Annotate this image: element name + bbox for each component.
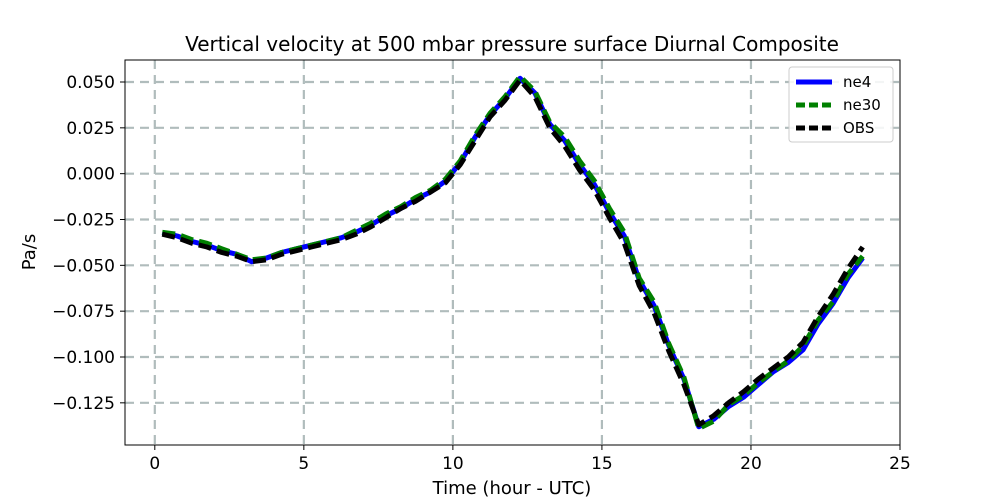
x-tick-label: 20 — [740, 454, 762, 474]
y-tick-label: −0.025 — [52, 211, 115, 231]
x-tick-label: 10 — [442, 454, 464, 474]
series-line-OBS — [161, 77, 865, 428]
x-tick-label: 5 — [298, 454, 309, 474]
y-tick-label: 0.050 — [66, 73, 115, 93]
y-tick-label: −0.050 — [52, 256, 115, 276]
legend-entry-OBS: OBS — [796, 119, 874, 137]
legend-label: ne4 — [843, 73, 871, 91]
y-tick-label: −0.125 — [52, 394, 115, 414]
legend-entry-ne4: ne4 — [796, 73, 871, 91]
chart-title: Vertical velocity at 500 mbar pressure s… — [185, 32, 839, 56]
series-lines — [161, 74, 865, 431]
legend-label: ne30 — [843, 96, 881, 114]
y-tick-label: 0.025 — [66, 119, 115, 139]
legend-box — [788, 66, 894, 143]
y-tick-label: 0.000 — [66, 165, 115, 185]
legend: ne4 ne30 OBS — [788, 66, 894, 143]
y-axis-label: Pa/s — [19, 234, 40, 271]
x-tick-label: 25 — [889, 454, 911, 474]
x-axis-ticks: 0 5 10 15 20 25 — [149, 445, 911, 474]
legend-label: OBS — [843, 119, 874, 137]
y-tick-label: −0.075 — [52, 302, 115, 322]
series-OBS — [161, 77, 865, 428]
x-tick-label: 15 — [591, 454, 613, 474]
y-tick-label: −0.100 — [52, 348, 115, 368]
y-axis-ticks: 0.050 0.025 0.000 −0.025 −0.050 −0.075 −0.100 −… — [52, 73, 125, 414]
x-tick-label: 0 — [149, 454, 160, 474]
x-axis-label: Time (hour - UTC) — [432, 478, 592, 499]
plot-frame — [124, 59, 901, 446]
grid — [125, 60, 900, 445]
legend-entry-ne30: ne30 — [796, 96, 881, 114]
